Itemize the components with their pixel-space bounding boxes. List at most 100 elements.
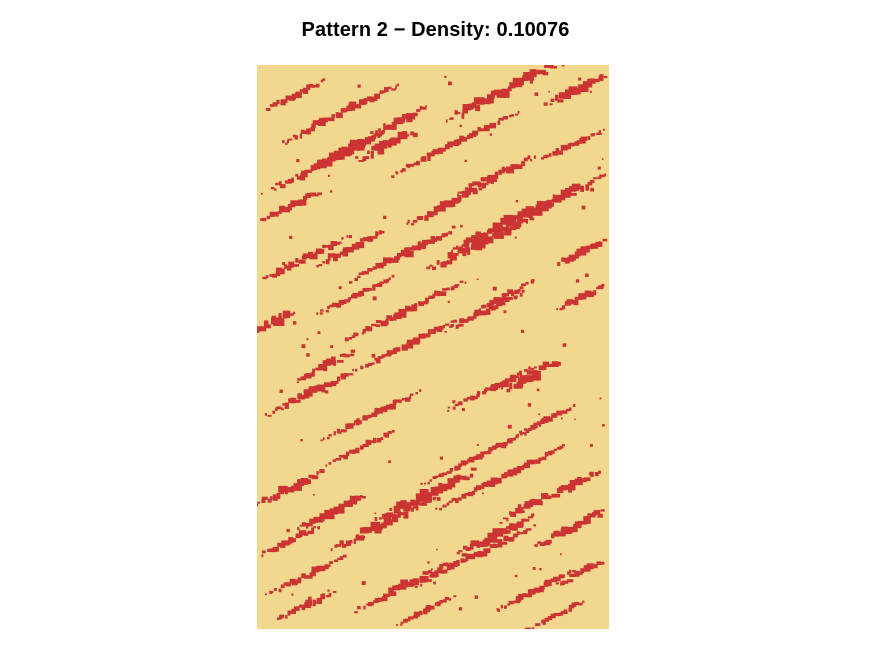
pattern-cell bbox=[419, 502, 423, 506]
pattern-cell bbox=[365, 326, 371, 332]
pattern-cell bbox=[475, 105, 481, 112]
pattern-cell bbox=[590, 187, 594, 192]
pattern-cell bbox=[560, 417, 563, 420]
pattern-cell bbox=[599, 174, 605, 178]
pattern-cell bbox=[388, 277, 391, 281]
pattern-cell bbox=[413, 500, 420, 505]
pattern-cell bbox=[448, 563, 455, 570]
pattern-cell bbox=[367, 268, 373, 272]
pattern-cell bbox=[267, 108, 271, 111]
pattern-cell bbox=[593, 177, 598, 180]
pattern-cell bbox=[562, 92, 571, 99]
pattern-cell bbox=[299, 89, 304, 93]
pattern-cell bbox=[280, 99, 288, 103]
pattern-cell bbox=[263, 276, 268, 280]
pattern-cell bbox=[460, 460, 467, 466]
pattern-cell bbox=[413, 112, 418, 117]
pattern-cell bbox=[519, 370, 522, 375]
pattern-cell bbox=[316, 471, 319, 475]
pattern-cell bbox=[288, 261, 295, 268]
pattern-cell bbox=[438, 325, 444, 330]
pattern-cell bbox=[519, 532, 524, 535]
pattern-cell bbox=[354, 611, 358, 614]
pattern-cell bbox=[406, 247, 416, 251]
pattern-cell bbox=[520, 510, 525, 513]
pattern-cell bbox=[483, 451, 490, 455]
pattern-cell bbox=[573, 299, 579, 306]
pattern-cell bbox=[513, 437, 517, 441]
pattern-cell bbox=[486, 231, 490, 234]
pattern-cell bbox=[429, 574, 435, 578]
pattern-cell bbox=[457, 111, 461, 114]
pattern-cell bbox=[278, 588, 282, 593]
pattern-cell bbox=[291, 608, 296, 614]
pattern-cell bbox=[515, 295, 518, 298]
pattern-cell bbox=[301, 170, 308, 178]
pattern-cell bbox=[571, 602, 577, 607]
pattern-cell bbox=[420, 583, 423, 587]
pattern-cell bbox=[555, 582, 559, 585]
pattern-cell bbox=[270, 591, 274, 594]
pattern-cell bbox=[390, 137, 401, 144]
pattern-cell bbox=[324, 564, 331, 567]
pattern-cell bbox=[357, 535, 365, 539]
pattern-cell bbox=[475, 309, 478, 313]
pattern-cell bbox=[354, 368, 358, 372]
pattern-cell bbox=[556, 532, 566, 537]
pattern-cell bbox=[463, 559, 467, 563]
pattern-cell bbox=[296, 159, 300, 163]
pattern-cell bbox=[376, 438, 382, 443]
pattern-cell bbox=[527, 429, 531, 432]
pattern-cell bbox=[459, 124, 462, 127]
pattern-cell bbox=[497, 90, 503, 94]
pattern-cell bbox=[300, 376, 307, 381]
pattern-cell bbox=[301, 395, 310, 399]
pattern-cell bbox=[306, 84, 311, 90]
pattern-cell bbox=[392, 514, 399, 523]
pattern-cell bbox=[358, 160, 365, 162]
pattern-cell bbox=[502, 116, 507, 119]
pattern-cell bbox=[311, 123, 316, 128]
pattern-cell bbox=[586, 291, 594, 298]
pattern-cell bbox=[385, 353, 392, 357]
pattern-cell bbox=[288, 537, 294, 544]
pattern-cell bbox=[555, 361, 561, 366]
pattern-cell bbox=[458, 607, 463, 611]
pattern-cell bbox=[264, 324, 271, 329]
pattern-cell bbox=[497, 539, 503, 546]
pattern-cell bbox=[574, 601, 579, 605]
pattern-cell bbox=[478, 128, 485, 132]
pattern-cell bbox=[526, 370, 538, 375]
pattern-cell bbox=[313, 494, 315, 496]
pattern-cell bbox=[478, 187, 483, 191]
pattern-cell bbox=[388, 460, 391, 463]
pattern-cell bbox=[317, 384, 325, 391]
pattern-cell bbox=[494, 171, 499, 179]
pattern-cell bbox=[529, 78, 533, 84]
pattern-cell bbox=[505, 116, 508, 120]
pattern-cell bbox=[517, 504, 522, 508]
pattern-cell bbox=[377, 356, 384, 359]
pattern-cell bbox=[260, 192, 263, 195]
pattern-cell bbox=[418, 216, 424, 220]
pattern-cell bbox=[358, 420, 362, 425]
pattern-cell bbox=[527, 516, 534, 519]
pattern-cell bbox=[322, 437, 325, 441]
pattern-cell bbox=[369, 96, 375, 103]
pattern-cell bbox=[507, 439, 513, 444]
pattern-cell bbox=[295, 91, 302, 98]
pattern-cell bbox=[329, 508, 338, 515]
pattern-cell bbox=[326, 358, 335, 365]
pattern-cell bbox=[306, 338, 309, 341]
pattern-cell bbox=[470, 467, 477, 471]
pattern-cell bbox=[489, 133, 492, 136]
pattern-cell bbox=[357, 84, 361, 88]
pattern-cell bbox=[543, 102, 548, 106]
pattern-cell bbox=[261, 496, 268, 500]
pattern-cell bbox=[301, 344, 306, 349]
pattern-cell bbox=[321, 385, 326, 393]
pattern-cell bbox=[560, 553, 562, 556]
pattern-cell bbox=[290, 313, 294, 316]
pattern-cell bbox=[601, 561, 604, 564]
pattern-cell bbox=[580, 185, 584, 192]
